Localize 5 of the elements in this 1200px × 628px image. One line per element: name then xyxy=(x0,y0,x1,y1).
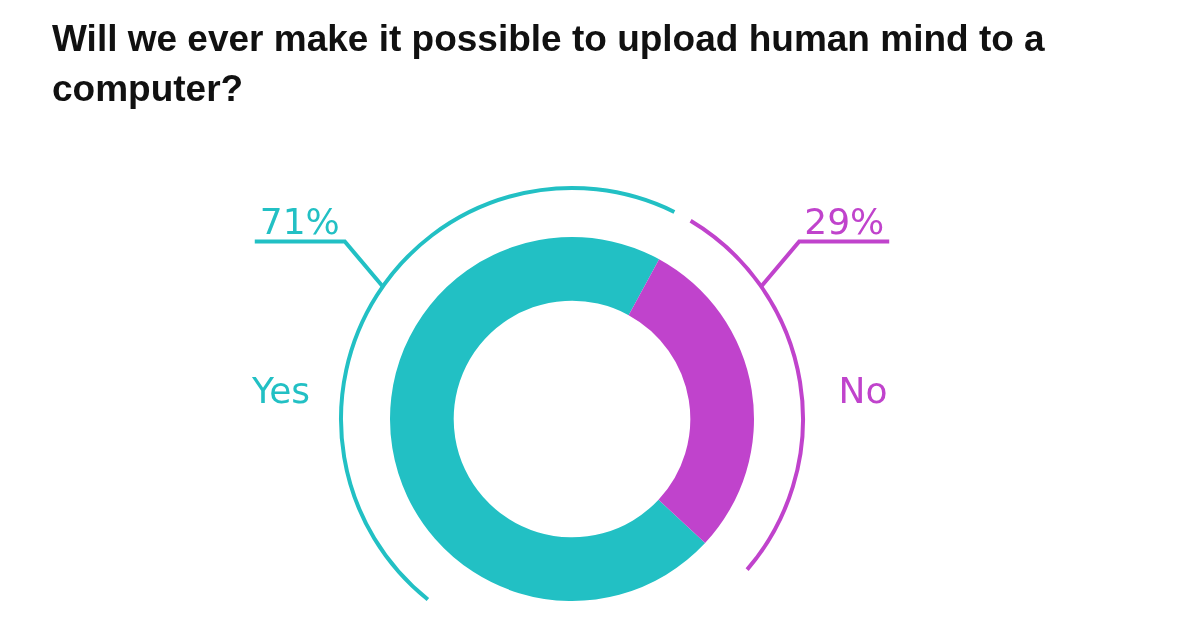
chart-title: Will we ever make it possible to upload human mind to a computer? xyxy=(51,17,1046,111)
data-label: 71% xyxy=(259,200,340,242)
slice-label: No xyxy=(838,370,888,412)
data-label: 29% xyxy=(804,200,885,242)
slice-label: Yes xyxy=(250,370,311,412)
